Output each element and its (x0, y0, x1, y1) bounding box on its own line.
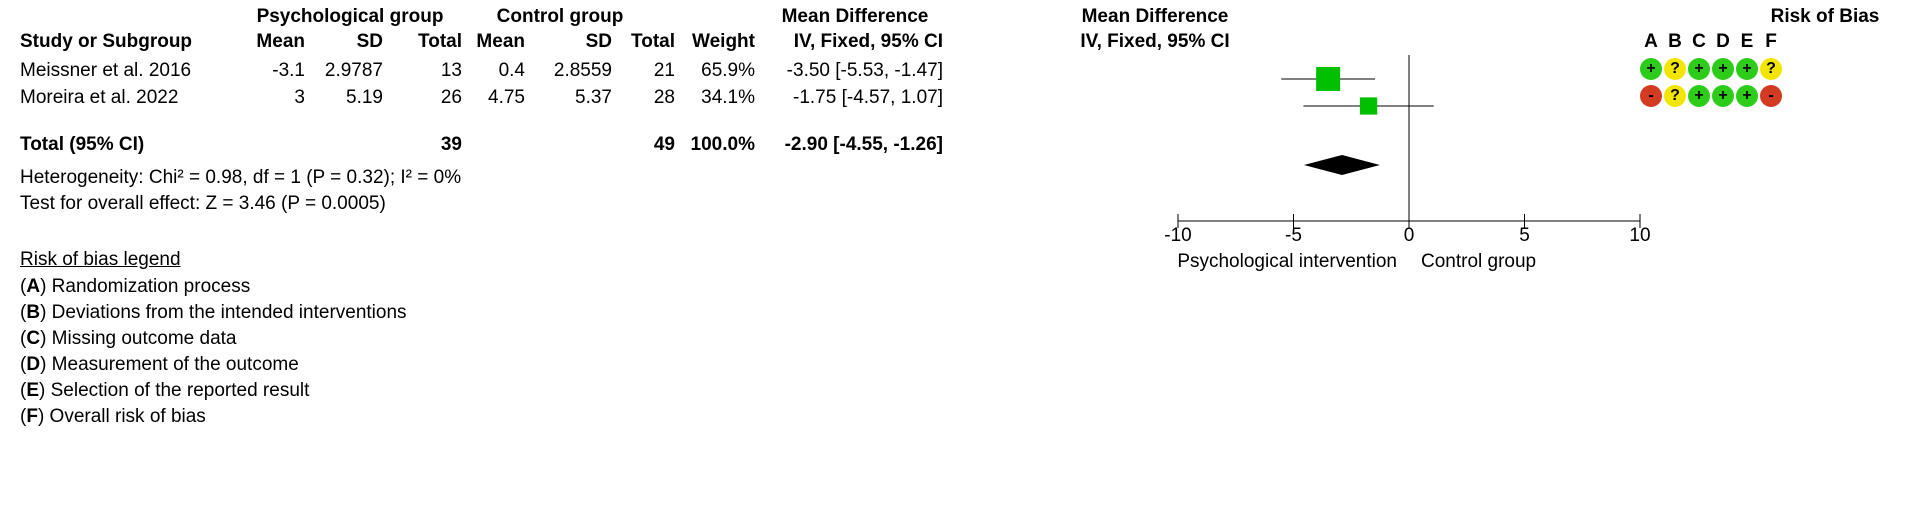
legend-item: (C) Missing outcome data (20, 328, 237, 349)
rob-dot: ? (1664, 85, 1686, 107)
total2-header: Total (631, 31, 675, 52)
study-weight: 34.1% (701, 87, 755, 108)
rob-dot: + (1688, 85, 1710, 107)
rob-dot: + (1712, 85, 1734, 107)
legend-text: Deviations from the intended interventio… (46, 302, 407, 323)
rob-dot: - (1760, 85, 1782, 107)
study-ci-text: -3.50 [-5.53, -1.47] (786, 60, 943, 81)
study-name: Moreira et al. 2022 (20, 87, 179, 108)
sd1-header: SD (356, 31, 383, 52)
legend-title: Risk of bias legend (20, 249, 181, 270)
rob-dot: ? (1760, 58, 1782, 80)
legend-letter: B (26, 302, 41, 323)
legend-text: Overall risk of bias (44, 406, 206, 427)
study-total1: 13 (440, 60, 462, 81)
legend-item: (E) Selection of the reported result (20, 380, 310, 401)
legend-letter: D (26, 354, 41, 375)
pooled-diamond (1303, 155, 1380, 175)
group1-header: Psychological group (256, 6, 444, 27)
legend-text: Selection of the reported result (45, 380, 310, 401)
rob-letter-d: D (1716, 31, 1730, 52)
study-marker (1316, 67, 1341, 91)
legend-letter: F (26, 406, 38, 427)
study-sd2: 2.8559 (553, 60, 612, 81)
md-plot-header: Mean Difference (1081, 6, 1229, 27)
legend-letter: A (26, 276, 41, 297)
legend-text: Measurement of the outcome (46, 354, 299, 375)
study-marker (1359, 97, 1378, 115)
legend-item: (D) Measurement of the outcome (20, 354, 299, 375)
rob-dot: + (1712, 58, 1734, 80)
study-mean2: 4.75 (488, 87, 525, 108)
rob-letter-e: E (1740, 31, 1754, 52)
x-label-right: Control group (1421, 251, 1536, 272)
x-tick-label: -5 (1285, 225, 1302, 246)
rob-letter-b: B (1668, 31, 1682, 52)
x-tick-label: 0 (1404, 225, 1415, 246)
study-total2: 21 (653, 60, 675, 81)
sd2-header: SD (585, 31, 612, 52)
overall-effect-text: Test for overall effect: Z = 3.46 (P = 0… (20, 193, 386, 214)
study-name: Meissner et al. 2016 (20, 60, 192, 81)
mean1-header: Mean (256, 31, 305, 52)
study-mean1: 3 (294, 87, 305, 108)
rob-letter-f: F (1765, 31, 1777, 52)
rob-dot: ? (1664, 58, 1686, 80)
study-mean1: -3.1 (272, 60, 305, 81)
total1-header: Total (418, 31, 462, 52)
x-label-left: Psychological intervention (1177, 251, 1397, 272)
md-header: Mean Difference (781, 6, 929, 27)
study-ci-text: -1.75 [-4.57, 1.07] (793, 87, 943, 108)
legend-text: Missing outcome data (46, 328, 237, 349)
rob-letter-c: C (1692, 31, 1706, 52)
rob-header: Risk of Bias (1770, 6, 1880, 27)
md-plot-method-header: IV, Fixed, 95% CI (1080, 31, 1230, 52)
study-sd1: 5.19 (346, 87, 383, 108)
study-total2: 28 (653, 87, 675, 108)
study-sd2: 5.37 (575, 87, 612, 108)
x-tick-label: 10 (1629, 225, 1650, 246)
group2-header: Control group (496, 6, 624, 27)
rob-dot: - (1640, 85, 1662, 107)
mean2-header: Mean (476, 31, 525, 52)
weight-header: Weight (692, 31, 755, 52)
study-sd1: 2.9787 (324, 60, 383, 81)
total-weight: 100.0% (690, 134, 755, 155)
x-tick-label: -10 (1164, 225, 1191, 246)
study-mean2: 0.4 (498, 60, 525, 81)
md-method-header: IV, Fixed, 95% CI (793, 31, 943, 52)
rob-letter-a: A (1644, 31, 1658, 52)
legend-letter: E (26, 380, 40, 401)
study-column-header: Study or Subgroup (20, 31, 193, 52)
rob-dot: + (1640, 58, 1662, 80)
total-label: Total (95% CI) (20, 134, 145, 155)
rob-dot: + (1688, 58, 1710, 80)
total-ci-text: -2.90 [-4.55, -1.26] (784, 134, 943, 155)
legend-item: (A) Randomization process (20, 276, 251, 297)
legend-item: (F) Overall risk of bias (20, 406, 206, 427)
legend-item: (B) Deviations from the intended interve… (20, 302, 407, 323)
legend-letter: C (26, 328, 41, 349)
heterogeneity-text: Heterogeneity: Chi² = 0.98, df = 1 (P = … (20, 167, 462, 188)
legend-text: Randomization process (46, 276, 251, 297)
study-total1: 26 (440, 87, 462, 108)
total-total1: 39 (440, 134, 462, 155)
study-weight: 65.9% (701, 60, 755, 81)
x-tick-label: 5 (1519, 225, 1530, 246)
rob-dot: + (1736, 58, 1758, 80)
total-total2: 49 (653, 134, 675, 155)
rob-dot: + (1736, 85, 1758, 107)
